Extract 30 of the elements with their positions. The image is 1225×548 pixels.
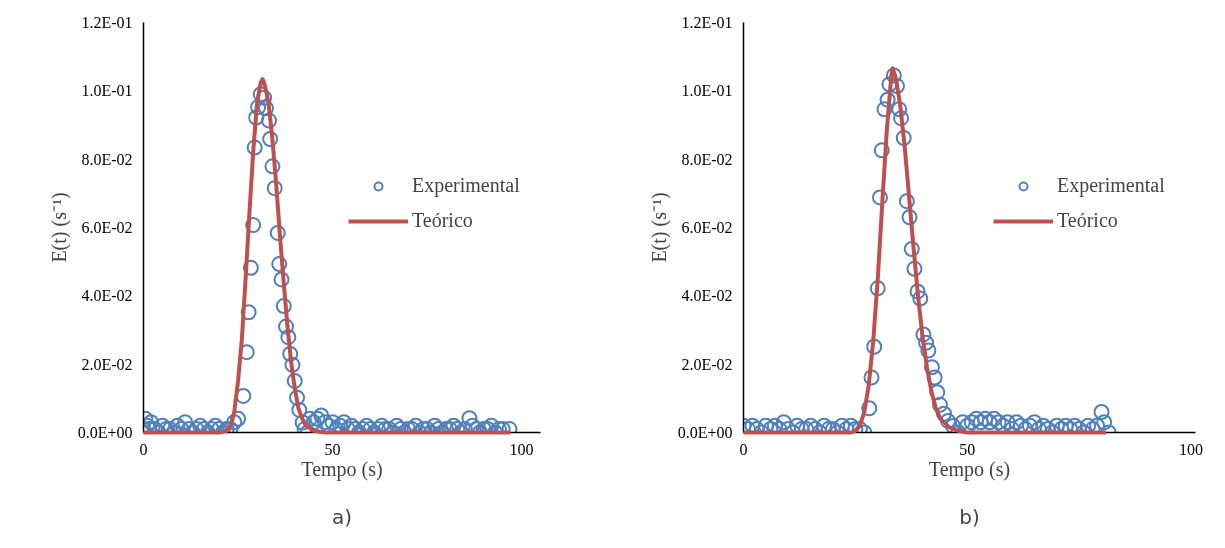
- y-tick-label: 8.0E-02: [681, 150, 733, 168]
- text: b): [959, 504, 980, 529]
- legend-label: Experimental: [1057, 174, 1165, 197]
- y-axis-title: E(t) (s⁻¹): [47, 192, 71, 263]
- y-tick-label: 6.0E-02: [681, 219, 733, 236]
- y-tick-label: 2.0E-02: [681, 355, 733, 373]
- y-tick-label: 1.2E-01: [81, 14, 133, 31]
- legend-label: Teórico: [1057, 209, 1118, 232]
- x-tick-label: 50: [959, 440, 976, 458]
- y-tick-label: 4.0E-02: [681, 287, 733, 305]
- y-tick-label: 0.0E+00: [77, 424, 133, 441]
- x-tick-label: 50: [324, 440, 341, 458]
- x-tick-label: 100: [1179, 440, 1204, 458]
- legend-label: Experimental: [412, 174, 520, 197]
- x-axis-title: Tempo (s): [301, 457, 383, 481]
- y-axis-title: E(t) (s⁻¹): [647, 192, 671, 263]
- y-tick-label: 1.0E-01: [81, 82, 133, 100]
- y-tick-label: 0.0E+00: [677, 424, 733, 441]
- y-tick-label: 1.2E-01: [681, 14, 733, 31]
- x-tick-label: 100: [509, 440, 534, 458]
- y-tick-label: 1.0E-01: [681, 82, 733, 100]
- y-tick-label: 8.0E-02: [81, 150, 133, 168]
- x-tick-label: 0: [739, 440, 748, 458]
- y-tick-label: 2.0E-02: [81, 355, 133, 373]
- x-tick-label: 0: [139, 440, 148, 458]
- text: a): [331, 504, 353, 529]
- y-tick-label: 4.0E-02: [81, 287, 133, 305]
- legend-label: Teórico: [412, 209, 473, 232]
- x-axis-title: Tempo (s): [928, 457, 1011, 481]
- y-tick-label: 6.0E-02: [81, 219, 133, 236]
